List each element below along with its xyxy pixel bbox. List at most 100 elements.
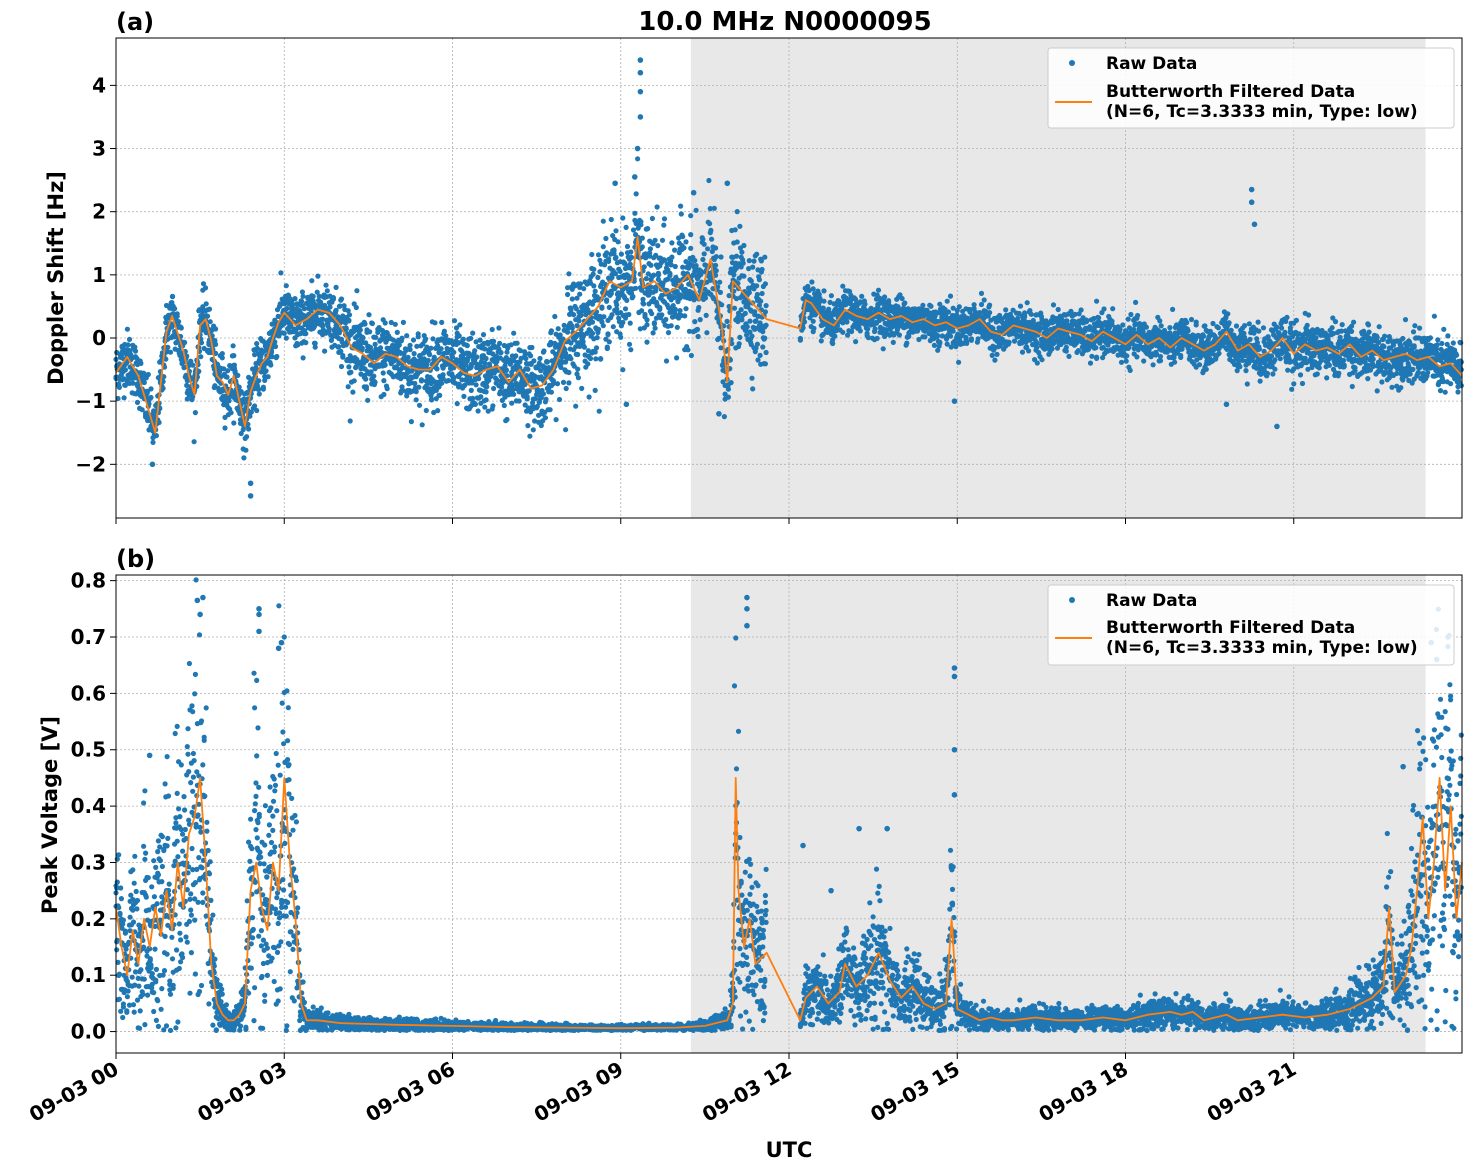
- raw-data-point: [643, 276, 649, 282]
- raw-data-point: [762, 361, 769, 367]
- raw-data-point: [964, 338, 970, 344]
- raw-data-point: [503, 367, 509, 373]
- raw-data-point: [628, 249, 634, 255]
- raw-data-point: [498, 350, 504, 356]
- raw-data-point: [548, 328, 555, 334]
- raw-data-point: [326, 326, 332, 332]
- raw-data-point: [987, 310, 993, 316]
- raw-data-point: [697, 317, 703, 323]
- raw-data-point: [859, 293, 865, 299]
- raw-data-point: [456, 333, 462, 339]
- raw-data-point: [555, 326, 561, 332]
- raw-data-point: [733, 253, 740, 259]
- raw-data-point: [694, 326, 701, 332]
- raw-data-point: [256, 386, 262, 392]
- raw-data-point: [566, 380, 572, 386]
- raw-data-point: [231, 420, 237, 426]
- raw-data-point: [423, 407, 429, 414]
- raw-data-point: [1202, 323, 1208, 329]
- raw-data-point: [700, 236, 706, 242]
- raw-data-point: [438, 346, 444, 352]
- raw-data-point: [706, 177, 712, 184]
- raw-data-point: [611, 248, 617, 254]
- raw-data-point: [613, 228, 619, 234]
- raw-data-point: [122, 367, 128, 373]
- raw-data-point: [618, 251, 625, 257]
- raw-data-point: [674, 355, 680, 361]
- raw-data-point: [1255, 319, 1261, 325]
- raw-data-point: [394, 329, 400, 335]
- raw-data-point: [681, 245, 687, 251]
- raw-data-point: [254, 345, 260, 351]
- raw-data-point: [728, 380, 734, 386]
- raw-data-point: [541, 348, 547, 354]
- raw-data-point: [600, 218, 606, 224]
- raw-data-point: [1022, 314, 1028, 320]
- raw-data-point: [677, 308, 683, 314]
- raw-data-point: [736, 341, 742, 347]
- raw-data-point: [340, 352, 346, 359]
- raw-data-point: [746, 290, 752, 296]
- raw-data-point: [132, 348, 139, 354]
- raw-data-point: [620, 367, 626, 373]
- raw-data-point: [245, 421, 251, 427]
- raw-data-point: [531, 358, 537, 364]
- raw-data-point: [412, 380, 418, 387]
- raw-data-point: [981, 297, 987, 303]
- raw-data-point: [956, 304, 962, 310]
- raw-data-point: [525, 366, 531, 372]
- raw-data-point: [369, 320, 375, 327]
- raw-data-point: [853, 339, 859, 345]
- raw-data-point: [818, 338, 824, 344]
- raw-data-point: [489, 326, 495, 333]
- raw-data-point: [204, 313, 211, 319]
- raw-data-point: [357, 327, 363, 333]
- raw-data-point: [595, 274, 601, 281]
- raw-data-point: [596, 408, 602, 414]
- raw-data-point: [603, 235, 609, 242]
- raw-data-point: [608, 216, 614, 223]
- raw-data-point: [678, 203, 684, 209]
- raw-data-point: [659, 312, 665, 318]
- raw-data-point: [845, 332, 851, 338]
- raw-data-point: [810, 286, 816, 292]
- raw-data-point: [219, 355, 225, 361]
- raw-data-point: [408, 419, 414, 425]
- raw-data-point: [654, 204, 660, 210]
- raw-data-point: [126, 336, 133, 342]
- raw-data-point: [1256, 346, 1262, 352]
- raw-data-point: [431, 354, 437, 360]
- raw-data-point: [372, 341, 378, 347]
- raw-data-point: [392, 321, 398, 327]
- raw-data-point: [809, 279, 815, 285]
- raw-data-point: [381, 391, 387, 398]
- raw-data-point: [363, 376, 369, 382]
- raw-data-point: [124, 360, 130, 366]
- raw-data-point: [410, 337, 417, 343]
- raw-data-point: [176, 347, 182, 353]
- raw-data-point: [511, 330, 517, 336]
- raw-data-point: [586, 394, 592, 400]
- raw-data-point: [1247, 336, 1253, 342]
- raw-data-point: [741, 273, 747, 279]
- raw-data-point: [737, 334, 743, 340]
- raw-data-point: [127, 348, 133, 354]
- raw-data-point: [613, 254, 619, 261]
- raw-data-point: [890, 339, 896, 345]
- raw-data-point: [1003, 307, 1009, 313]
- raw-data-point: [381, 378, 387, 384]
- raw-data-point: [132, 344, 138, 350]
- raw-data-point: [1185, 328, 1191, 334]
- raw-data-point: [303, 331, 309, 337]
- raw-data-point: [665, 330, 672, 336]
- raw-data-point: [749, 375, 755, 381]
- raw-data-point: [947, 293, 954, 299]
- raw-data-point: [231, 353, 237, 359]
- raw-data-point: [553, 417, 559, 423]
- raw-data-point: [763, 303, 769, 309]
- raw-data-point: [1034, 360, 1040, 366]
- raw-data-point: [504, 416, 510, 423]
- raw-data-point: [577, 281, 584, 287]
- raw-data-point: [262, 377, 268, 383]
- raw-data-point: [696, 304, 702, 311]
